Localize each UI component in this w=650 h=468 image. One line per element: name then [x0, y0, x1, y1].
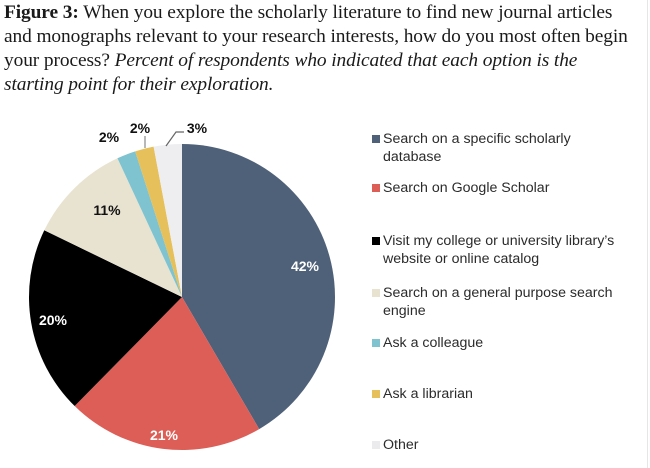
pie-slice-general-search-engine: [44, 158, 182, 297]
legend-swatch-icon: [372, 135, 380, 143]
pie-slice-google-scholar: [74, 297, 260, 451]
legend-swatch-icon: [372, 441, 380, 449]
caption-line-3: your process? Percent of respondents who…: [4, 49, 650, 73]
figure-label: Figure 3:: [4, 2, 79, 23]
legend-item-library-website: Visit my college or university library’s…: [372, 232, 642, 268]
caption-text-3: your process?: [4, 50, 115, 71]
legend-swatch-icon: [372, 237, 380, 245]
pie-slice-library-website: [28, 230, 182, 407]
caption-note-1: Percent of respondents who indicated tha…: [114, 50, 578, 71]
caption-note-2: starting point for their exploration.: [4, 74, 274, 95]
legend-item-scholarly-database: Search on a specific scholarly database: [372, 130, 642, 166]
leader-lines: [144, 131, 184, 148]
legend-label-cont: website or online catalog: [383, 251, 540, 267]
legend-item-ask-librarian: Ask a librarian: [372, 385, 642, 403]
legend-item-general-search-engine: Search on a general purpose search engin…: [372, 284, 642, 320]
legend-swatch-icon: [372, 184, 380, 192]
legend-label: Visit my college or university library’s: [383, 233, 615, 249]
figure-caption: Figure 3: When you explore the scholarly…: [4, 1, 650, 97]
slice-label-ask-colleague: 2%: [99, 129, 120, 145]
legend-label: Ask a librarian: [383, 386, 473, 402]
pie-slice-scholarly-database: [182, 144, 335, 430]
legend-item-other: Other: [372, 436, 642, 454]
legend-item-google-scholar: Search on Google Scholar: [372, 179, 642, 197]
figure-border: [647, 0, 648, 468]
slice-label-library-website: 20%: [39, 312, 68, 328]
legend-label: Search on a general purpose search: [383, 285, 613, 301]
slice-label-scholarly-database: 42%: [291, 258, 320, 274]
pie-slice-other: [153, 144, 182, 297]
slice-label-ask-librarian: 2%: [130, 120, 151, 136]
caption-line-1: Figure 3: When you explore the scholarly…: [4, 1, 650, 25]
pie-slice-ask-colleague: [117, 151, 182, 297]
leader-line-other: [165, 131, 184, 147]
legend-label-cont: database: [383, 149, 442, 165]
legend-item-ask-colleague: Ask a colleague: [372, 334, 642, 352]
caption-line-2: and monographs relevant to your research…: [4, 26, 628, 47]
legend-swatch-icon: [372, 289, 380, 297]
slice-labels: 42% 21% 20% 11% 2% 2% 3%: [39, 120, 320, 443]
slice-label-general-search-engine: 11%: [93, 202, 121, 218]
legend-label: Search on a specific scholarly: [383, 131, 571, 147]
legend-label: Other: [383, 437, 419, 453]
slice-label-other: 3%: [187, 120, 208, 136]
legend-label: Ask a colleague: [383, 335, 484, 351]
legend-label: Search on Google Scholar: [383, 180, 550, 196]
caption-text-1: When you explore the scholarly literatur…: [78, 2, 613, 23]
pie-slice-ask-librarian: [135, 146, 182, 297]
legend-swatch-icon: [372, 390, 380, 398]
legend-label-cont: engine: [383, 303, 426, 319]
legend-swatch-icon: [372, 339, 380, 347]
slice-label-google-scholar: 21%: [150, 427, 179, 443]
pie-slices: [28, 144, 335, 451]
